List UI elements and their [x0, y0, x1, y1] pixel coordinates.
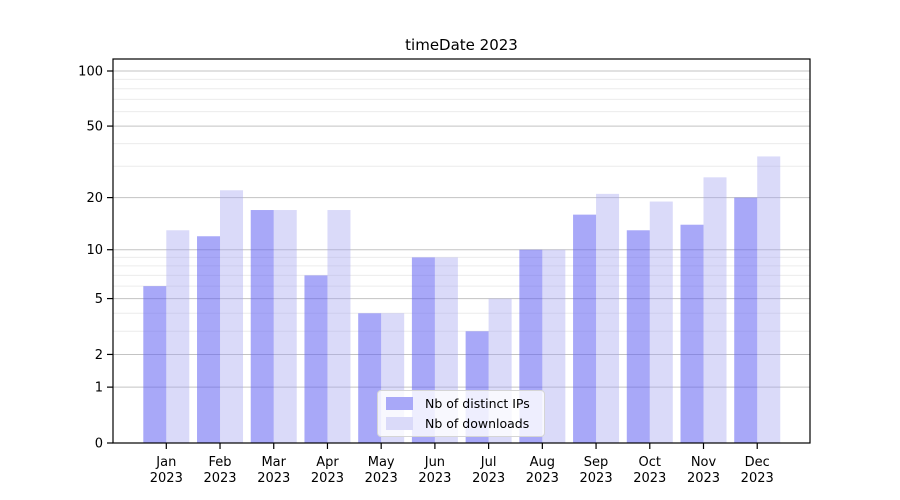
bar-distinct-ips-apr [304, 275, 328, 443]
y-tick-label-100: 100 [78, 65, 103, 80]
bar-distinct-ips-oct [626, 230, 650, 443]
y-tick-label-10: 10 [86, 243, 103, 258]
x-tick-label-may: May [368, 455, 395, 470]
x-tick-label-year-dec: 2023 [741, 471, 774, 486]
legend-swatch-distinct-ips [386, 397, 413, 410]
bar-downloads-nov [703, 177, 727, 444]
x-tick-label-jan: Jan [155, 455, 176, 470]
y-tick-label-2: 2 [95, 348, 103, 363]
legend-row-distinct-ips: Nb of distinct IPs [386, 396, 536, 411]
x-tick-label-year-sep: 2023 [580, 471, 613, 486]
bar-distinct-ips-mar [250, 210, 274, 443]
bar-distinct-ips-may [358, 313, 382, 443]
bar-distinct-ips-nov [680, 224, 704, 443]
x-tick-label-year-mar: 2023 [257, 471, 290, 486]
legend-label-downloads: Nb of downloads [425, 416, 530, 431]
x-tick-label-jul: Jul [480, 455, 497, 470]
chart-title: timeDate 2023 [405, 36, 518, 54]
bar-distinct-ips-dec [734, 197, 758, 443]
x-tick-label-year-jun: 2023 [418, 471, 451, 486]
y-tick-label-5: 5 [95, 292, 103, 307]
bar-downloads-sep [596, 193, 620, 443]
legend-row-downloads: Nb of downloads [386, 416, 536, 431]
bar-distinct-ips-feb [197, 236, 221, 443]
x-tick-label-feb: Feb [209, 455, 232, 470]
x-tick-label-year-oct: 2023 [633, 471, 666, 486]
bar-downloads-mar [273, 210, 297, 443]
x-tick-label-year-apr: 2023 [311, 471, 344, 486]
x-tick-label-sep: Sep [584, 455, 609, 470]
x-tick-label-dec: Dec [745, 455, 770, 470]
bar-downloads-feb [220, 190, 244, 443]
y-tick-label-0: 0 [95, 437, 103, 452]
bar-downloads-apr [327, 210, 351, 443]
x-tick-label-year-feb: 2023 [203, 471, 236, 486]
bar-downloads-jan [166, 230, 190, 443]
x-tick-label-jun: Jun [424, 455, 445, 470]
legend-label-distinct-ips: Nb of distinct IPs [425, 396, 530, 411]
y-tick-label-20: 20 [86, 191, 103, 206]
plot-frame [112, 58, 811, 444]
x-tick-label-oct: Oct [639, 455, 661, 470]
x-tick-label-year-jan: 2023 [150, 471, 183, 486]
bar-downloads-aug [542, 249, 566, 443]
x-tick-label-mar: Mar [261, 455, 286, 470]
bar-distinct-ips-jan [143, 286, 167, 443]
y-tick-label-50: 50 [86, 120, 103, 135]
x-tick-label-aug: Aug [530, 455, 555, 470]
legend-swatch-downloads [386, 417, 413, 430]
bar-downloads-dec [757, 156, 781, 443]
x-tick-label-year-jul: 2023 [472, 471, 505, 486]
bar-downloads-oct [649, 201, 673, 443]
y-tick-label-1: 1 [95, 381, 103, 396]
bar-distinct-ips-sep [573, 214, 597, 443]
x-tick-label-apr: Apr [316, 455, 339, 470]
x-tick-label-year-nov: 2023 [687, 471, 720, 486]
x-tick-label-nov: Nov [691, 455, 717, 470]
x-tick-label-year-may: 2023 [365, 471, 398, 486]
legend: Nb of distinct IPs Nb of downloads [377, 390, 545, 437]
x-tick-label-year-aug: 2023 [526, 471, 559, 486]
